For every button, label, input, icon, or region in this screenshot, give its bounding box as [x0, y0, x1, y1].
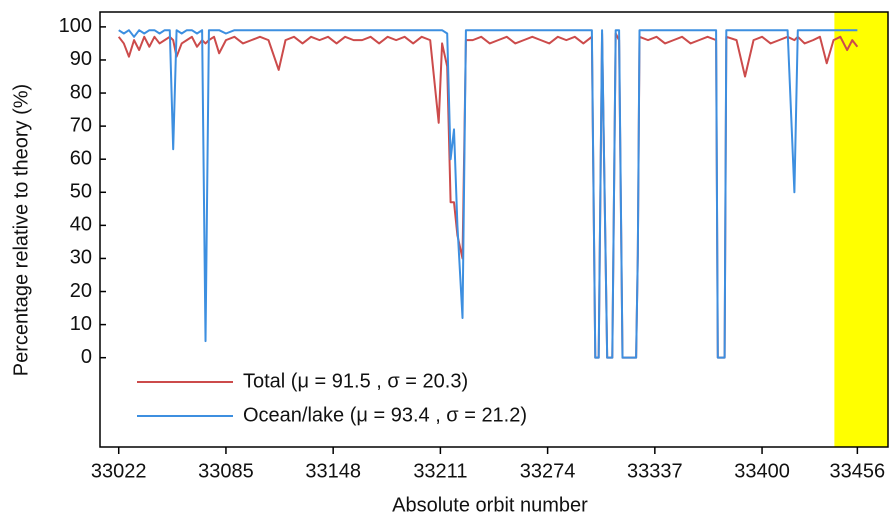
y-tick-label: 90	[70, 48, 92, 70]
x-tick-label: 33274	[520, 460, 576, 482]
plot-frame	[99, 11, 889, 448]
y-tick-label: 60	[70, 147, 92, 169]
y-tick-label: 10	[70, 313, 92, 335]
legend-label: Ocean/lake (μ = 93.4 , σ = 21.2)	[243, 404, 527, 426]
x-tick-label: 33337	[627, 460, 683, 482]
x-tick-label: 33211	[413, 460, 467, 482]
x-tick-label: 33022	[91, 460, 147, 482]
x-tick-label: 33456	[830, 460, 886, 482]
y-tick-label: 70	[70, 114, 92, 136]
y-tick-label: 0	[81, 346, 92, 368]
data-line	[118, 29, 858, 359]
legend-label: Total (μ = 91.5 , σ = 20.3)	[243, 370, 468, 392]
x-tick-label: 33400	[734, 460, 790, 482]
y-tick-label: 50	[70, 181, 92, 203]
y-tick-label: 40	[70, 214, 92, 236]
y-tick-label: 20	[70, 280, 92, 302]
highlight-band	[834, 12, 888, 447]
x-tick-label: 33085	[198, 460, 254, 482]
y-tick-label: 100	[59, 15, 92, 37]
y-axis-label: Percentage relative to theory (%)	[10, 84, 32, 376]
y-tick-label: 80	[70, 81, 92, 103]
x-tick-label: 33148	[305, 460, 361, 482]
data-line	[117, 32, 859, 359]
y-tick-label: 30	[70, 247, 92, 269]
x-axis-label: Absolute orbit number	[392, 494, 588, 516]
